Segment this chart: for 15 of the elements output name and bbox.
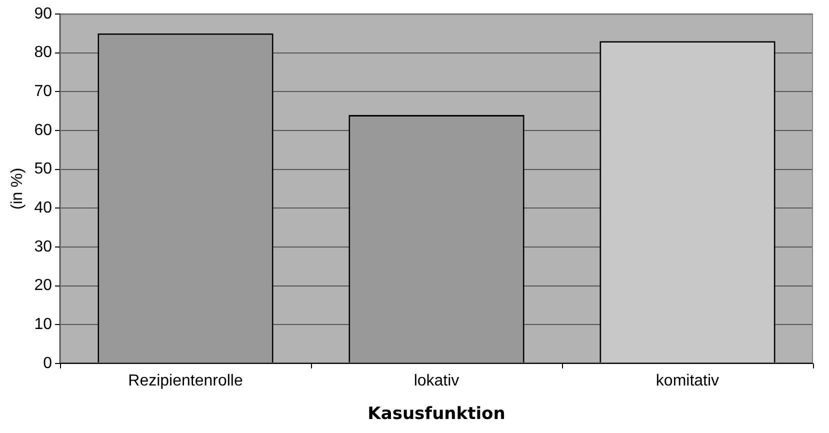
y-tick-label: 30 xyxy=(34,238,52,256)
y-tick-label: 70 xyxy=(34,83,52,100)
y-tick-label: 60 xyxy=(34,122,52,139)
y-tick-label: 20 xyxy=(34,277,52,294)
x-tick-label: Rezipientenrolle xyxy=(128,372,243,390)
x-tick-label: komitativ xyxy=(656,372,720,390)
y-axis-title: (in %) xyxy=(9,168,26,210)
y-tick-label: 80 xyxy=(34,44,52,62)
y-tick-label: 50 xyxy=(34,160,52,178)
y-tick-label: 10 xyxy=(34,316,52,333)
y-tick-label: 90 xyxy=(34,5,52,22)
x-axis-title: Kasusfunktion xyxy=(368,404,506,424)
x-tick-label: lokativ xyxy=(414,372,460,390)
y-tick-label: 40 xyxy=(34,200,52,217)
y-tick-label: 0 xyxy=(43,354,52,372)
